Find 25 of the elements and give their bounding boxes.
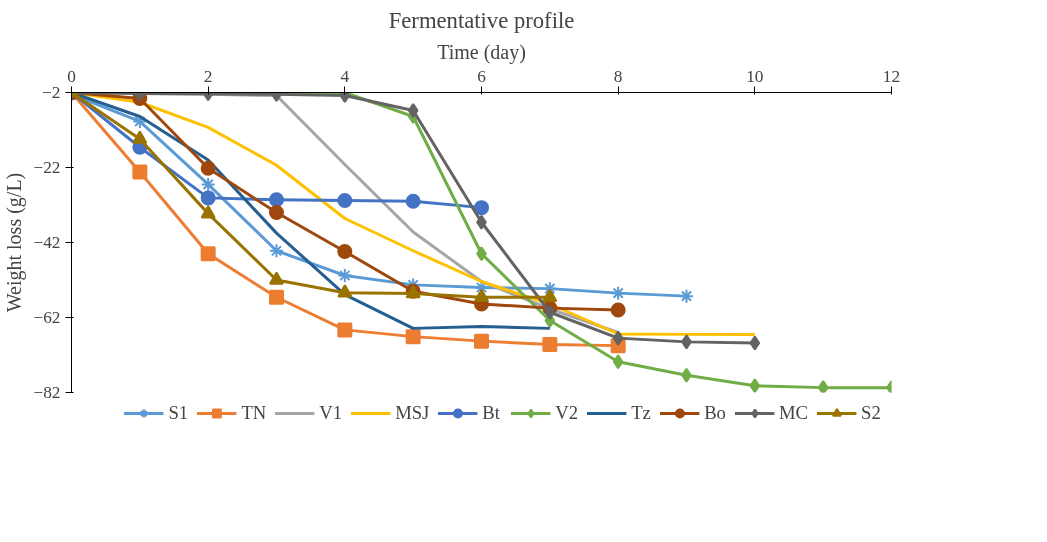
x-tick-label: 6	[477, 66, 487, 86]
x-axis-title: Time (day)	[437, 40, 526, 64]
legend-label: TN	[241, 402, 267, 424]
y-axis-title: Weight loss (g/L)	[3, 172, 27, 313]
x-tick-label: 2	[203, 66, 213, 86]
x-tick-label: 10	[746, 66, 764, 86]
legend-label: Tz	[631, 402, 652, 424]
y-tick-label: −62	[33, 308, 61, 327]
y-tick-label: −2	[42, 83, 61, 102]
legend-label: Bo	[704, 402, 726, 424]
legend-label: V2	[555, 402, 579, 424]
y-tick-label: −22	[33, 158, 61, 177]
x-tick-label: 0	[67, 66, 76, 86]
y-tick-label: −42	[33, 233, 61, 252]
legend-label: MSJ	[395, 402, 430, 424]
legend-label: MC	[778, 402, 808, 424]
x-tick-label: 12	[882, 66, 901, 86]
legend-label: V1	[319, 402, 343, 424]
legend-label: S2	[861, 402, 881, 424]
y-tick-label: −82	[33, 383, 61, 402]
x-tick-label: 8	[613, 66, 623, 86]
x-tick-label: 4	[340, 66, 350, 86]
legend-label: Bt	[482, 402, 501, 424]
chart-title: Fermentative profile	[388, 7, 575, 33]
legend-label: S1	[168, 402, 189, 424]
